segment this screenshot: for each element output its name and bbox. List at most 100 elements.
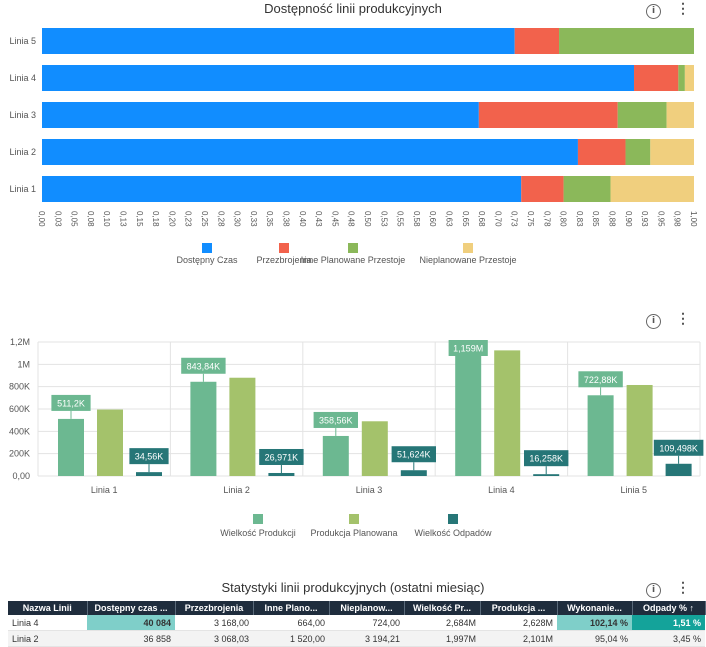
bar bbox=[533, 474, 560, 476]
table-cell: 1 520,00 bbox=[253, 630, 329, 647]
table-cell: 40 084 bbox=[87, 615, 175, 631]
legend-label: Inne Planowane Przestoje bbox=[301, 255, 406, 265]
legend-swatch bbox=[253, 514, 263, 524]
y-tick-label: 800K bbox=[9, 382, 30, 392]
x-tick-label: 0,10 bbox=[102, 211, 111, 227]
x-tick-label: 0,75 bbox=[526, 211, 535, 227]
x-tick-label: 0,53 bbox=[379, 211, 388, 227]
x-tick-label: 0,43 bbox=[314, 211, 323, 227]
bar-segment bbox=[42, 28, 515, 54]
bar-segment bbox=[634, 65, 679, 91]
more-glyph: ⋮ bbox=[676, 310, 690, 326]
bar-segment bbox=[559, 28, 694, 54]
legend-label: Wielkość Produkcji bbox=[220, 528, 296, 538]
table-cell: 3 168,00 bbox=[175, 615, 253, 631]
table-row[interactable]: Linia 4 40 084 3 168,00 664,00 724,00 2,… bbox=[8, 615, 705, 631]
chart1-title: Dostępność linii produkcyjnych bbox=[264, 1, 442, 16]
x-axis-label: Linia 2 bbox=[223, 485, 250, 495]
info-icon[interactable]: i bbox=[646, 583, 661, 598]
x-tick-label: 0,25 bbox=[200, 211, 209, 227]
legend-label: Nieplanowane Przestoje bbox=[419, 255, 516, 265]
x-tick-label: 0,65 bbox=[461, 211, 470, 227]
data-label-box bbox=[448, 340, 488, 356]
bar bbox=[58, 418, 84, 476]
x-tick-label: 0,15 bbox=[135, 211, 144, 227]
x-tick-label: 1,00 bbox=[689, 211, 698, 227]
x-tick-label: 0,50 bbox=[363, 211, 372, 227]
info-icon[interactable]: i bbox=[646, 314, 661, 329]
x-tick-label: 0,05 bbox=[70, 211, 79, 227]
column-header[interactable]: Wielkość Pr... bbox=[404, 601, 481, 615]
column-header[interactable]: Inne Plano... bbox=[253, 601, 330, 615]
bar-segment bbox=[42, 176, 522, 202]
table-cell: 36 858 bbox=[87, 630, 175, 647]
bar bbox=[665, 463, 692, 476]
data-label: 16,258K bbox=[529, 454, 563, 464]
data-label: 1,159M bbox=[453, 344, 483, 354]
data-label: 358,56K bbox=[319, 415, 353, 425]
column-header-sorted[interactable]: Odpady % ↑ bbox=[632, 601, 706, 615]
y-axis-label: Linia 4 bbox=[9, 73, 36, 83]
y-tick-label: 600K bbox=[9, 404, 30, 414]
x-tick-label: 0,90 bbox=[624, 211, 633, 227]
bar bbox=[587, 395, 614, 476]
bar-segment bbox=[577, 139, 626, 165]
column-header[interactable]: Nazwa Linii bbox=[8, 601, 88, 615]
x-tick-label: 0,35 bbox=[265, 211, 274, 227]
x-tick-label: 0,93 bbox=[640, 211, 649, 227]
x-tick-label: 0,38 bbox=[282, 211, 291, 227]
legend-swatch bbox=[348, 243, 358, 253]
more-options-icon[interactable]: ⋮ bbox=[676, 1, 690, 15]
column-header[interactable]: Przezbrojenia bbox=[175, 601, 254, 615]
x-tick-label: 0,33 bbox=[249, 211, 258, 227]
legend-swatch bbox=[448, 514, 458, 524]
bar bbox=[322, 435, 349, 476]
x-tick-label: 0,55 bbox=[396, 211, 405, 227]
legend-label: Produkcja Planowana bbox=[310, 528, 397, 538]
x-tick-label: 0,63 bbox=[445, 211, 454, 227]
table-cell: 1,997M bbox=[404, 630, 480, 647]
data-label-box bbox=[524, 450, 569, 467]
y-axis-label: Linia 5 bbox=[9, 36, 36, 46]
y-tick-label: 1M bbox=[17, 359, 30, 369]
data-label: 51,624K bbox=[397, 450, 431, 460]
more-glyph: ⋮ bbox=[676, 579, 690, 595]
table-cell: 3,45 % bbox=[632, 630, 705, 647]
more-options-icon[interactable]: ⋮ bbox=[676, 311, 690, 325]
data-label: 34,56K bbox=[135, 452, 164, 462]
x-tick-label: 0,70 bbox=[493, 211, 502, 227]
legend-label: Wielkość Odpadów bbox=[414, 528, 492, 538]
column-header[interactable]: Wykonanie... bbox=[557, 601, 633, 615]
column-header[interactable]: Nieplanow... bbox=[329, 601, 405, 615]
bar bbox=[268, 472, 295, 476]
table-cell: Linia 4 bbox=[8, 615, 87, 631]
table-cell: 724,00 bbox=[329, 615, 404, 631]
table-cell: 95,04 % bbox=[557, 630, 632, 647]
x-axis-label: Linia 4 bbox=[488, 485, 515, 495]
table-cell: 2,101M bbox=[480, 630, 557, 647]
x-tick-label: 0,23 bbox=[184, 211, 193, 227]
y-axis-label: Linia 2 bbox=[9, 147, 36, 157]
bar-segment bbox=[563, 176, 611, 202]
x-axis-label: Linia 1 bbox=[91, 485, 118, 495]
column-header[interactable]: Produkcja ... bbox=[480, 601, 558, 615]
column-header[interactable]: Dostępny czas ... bbox=[87, 601, 176, 615]
x-tick-label: 0,03 bbox=[53, 211, 62, 227]
x-tick-label: 0,08 bbox=[86, 211, 95, 227]
x-tick-label: 0,98 bbox=[673, 211, 682, 227]
info-icon[interactable]: i bbox=[646, 4, 661, 19]
legend-label: Przezbrojenia bbox=[256, 255, 311, 265]
bar-segment bbox=[684, 65, 694, 91]
bar-segment bbox=[42, 139, 578, 165]
x-tick-label: 0,58 bbox=[412, 211, 421, 227]
x-tick-label: 0,60 bbox=[428, 211, 437, 227]
more-options-icon[interactable]: ⋮ bbox=[676, 580, 690, 594]
bar bbox=[361, 421, 388, 476]
table-cell: 3 068,03 bbox=[175, 630, 253, 647]
y-tick-label: 200K bbox=[9, 449, 30, 459]
table-row[interactable]: Linia 2 36 858 3 068,03 1 520,00 3 194,2… bbox=[8, 630, 705, 647]
data-label-box bbox=[181, 357, 226, 374]
table-cell: 102,14 % bbox=[557, 615, 632, 631]
bar-segment bbox=[666, 102, 694, 128]
data-label: 26,971K bbox=[265, 452, 299, 462]
